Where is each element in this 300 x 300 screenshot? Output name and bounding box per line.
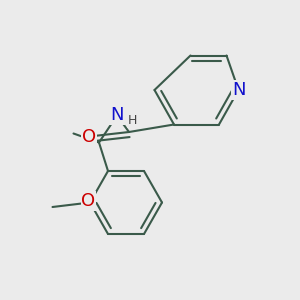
Text: N: N [110,106,124,124]
Text: N: N [232,81,245,99]
Text: O: O [81,192,96,210]
Text: H: H [128,114,137,128]
Text: O: O [82,128,97,146]
